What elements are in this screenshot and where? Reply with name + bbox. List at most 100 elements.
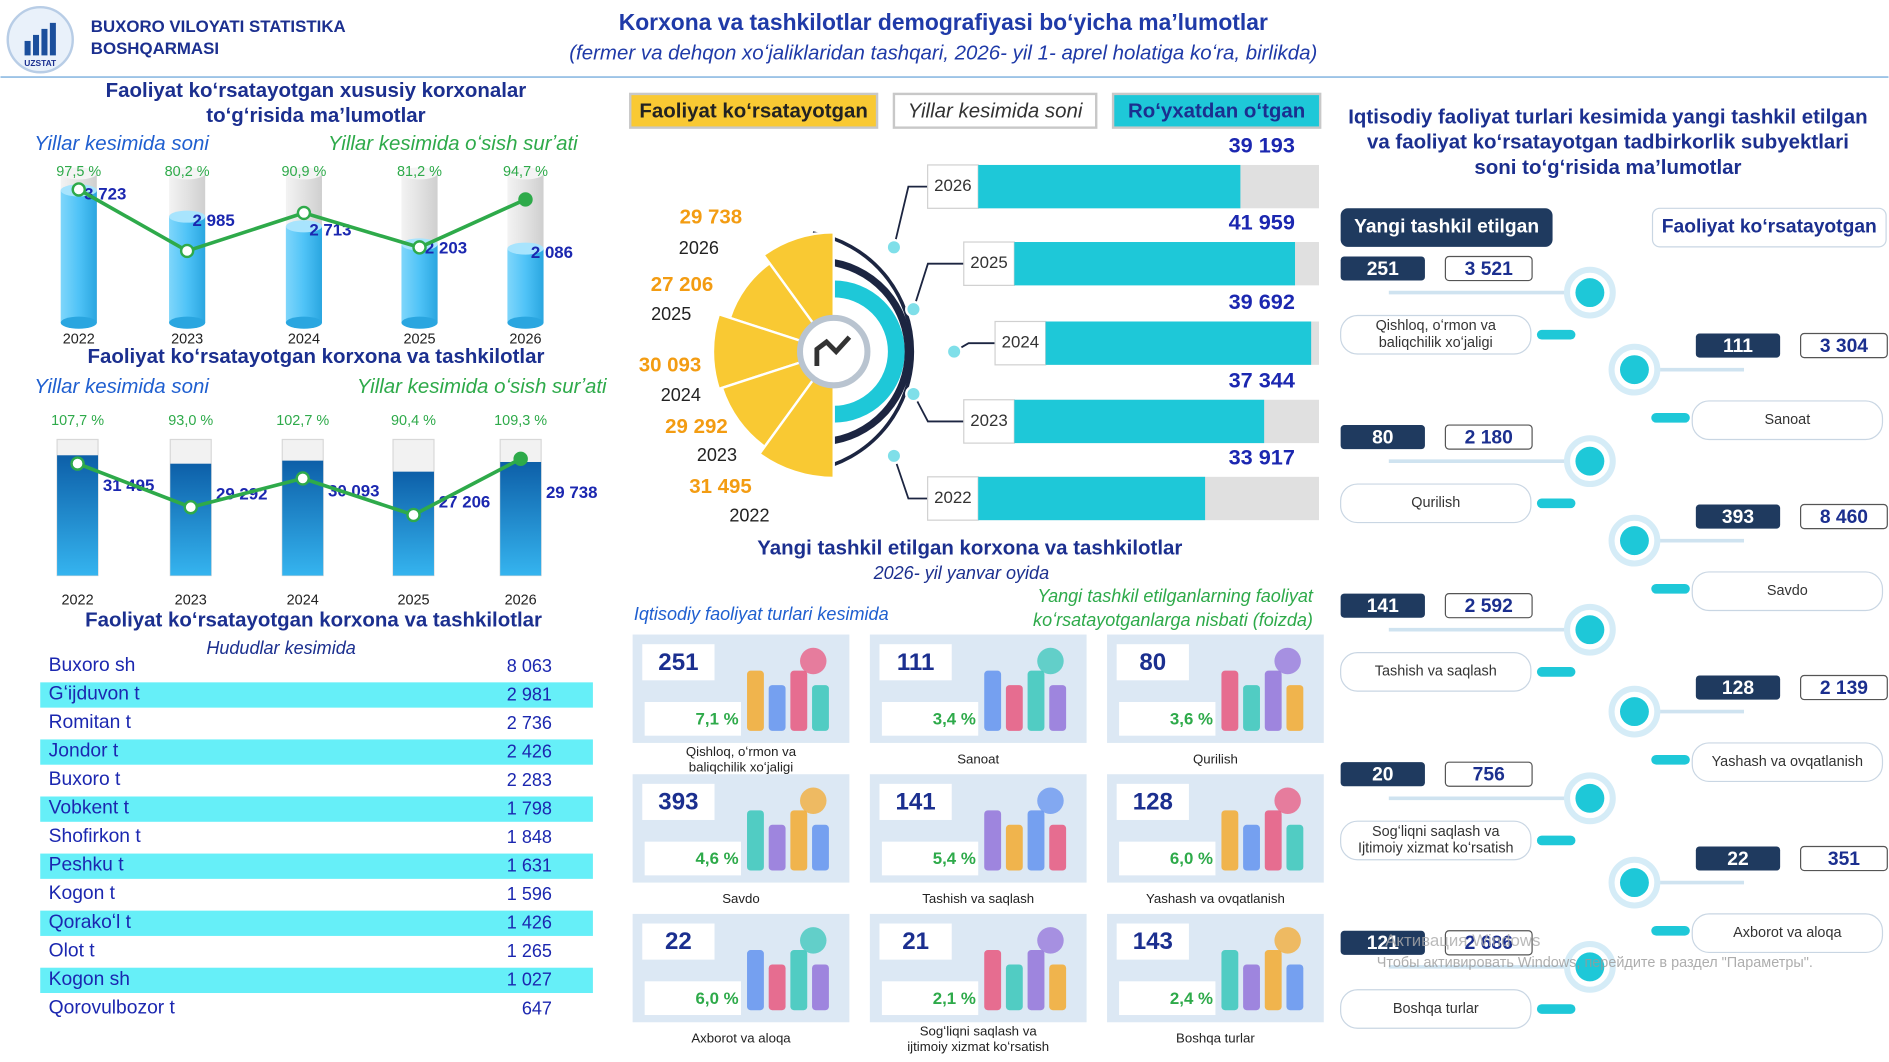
card-illustration [1243, 964, 1260, 1011]
active-pill [1800, 332, 1888, 359]
card-illustration [747, 950, 764, 1011]
bar [978, 164, 1241, 209]
accent-pill [1536, 498, 1576, 509]
ring-dot [885, 238, 903, 256]
icon [1619, 868, 1649, 898]
new-value: 22 [1727, 849, 1748, 870]
growth-label: 97,5 % [56, 164, 101, 180]
card-share: 4,6 % [696, 849, 739, 868]
active-pill [1800, 674, 1888, 701]
chart-title: toʻgʻrisida maʼlumotlar [206, 104, 425, 127]
value-label: 31 495 [689, 475, 752, 498]
bar-cap [285, 220, 322, 233]
card-label: Axborot va aloqa [691, 1031, 791, 1046]
new-pill [1340, 762, 1425, 787]
logo-text: UZSTAT [24, 58, 57, 68]
item-label: Sanoat [1764, 412, 1810, 428]
value-label: 27 206 [439, 492, 491, 511]
card-illustration [1037, 927, 1064, 954]
icon [1575, 783, 1605, 813]
new-pill [1695, 846, 1781, 871]
y-tick-label: 2024 [1002, 333, 1039, 352]
chart-title: Faoliyat koʻrsatayotgan xususiy korxonal… [106, 79, 527, 102]
region-name: Shofirkon t [49, 826, 142, 847]
y-tick-label: 2022 [934, 488, 971, 507]
accent-pill [1651, 754, 1690, 765]
value-box [642, 644, 715, 681]
card-illustration [1027, 670, 1045, 731]
category-label: 2025 [651, 304, 691, 324]
label-box [1340, 314, 1532, 355]
bar-cap [507, 167, 544, 180]
new-pill [1340, 593, 1425, 618]
card-illustration [1005, 964, 1023, 1011]
growth-point [71, 182, 86, 197]
growth-point [412, 240, 427, 255]
icon [1575, 446, 1605, 476]
bar-cap [507, 242, 544, 255]
card-value: 22 [665, 928, 692, 955]
x-tick-label: 2022 [61, 593, 93, 609]
card-value: 128 [1133, 788, 1173, 815]
value-label: 39 193 [1229, 133, 1295, 158]
logo-bar [49, 22, 56, 56]
section-title: Yangi tashkil etilgan korxona va tashkil… [757, 536, 1182, 559]
growth-label: 102,7 % [276, 413, 329, 429]
card-share: 3,4 % [933, 709, 976, 728]
pie-wedge [711, 312, 838, 391]
new-value: 393 [1722, 507, 1754, 528]
value-box [1116, 783, 1189, 820]
region-name: Buxoro sh [49, 655, 136, 676]
card-label: Savdo [722, 891, 760, 906]
bar-cap [285, 316, 322, 329]
card-illustration [800, 647, 827, 675]
card-value: 111 [897, 649, 935, 676]
item-label: Savdo [1767, 583, 1808, 599]
card-value: 251 [658, 649, 698, 676]
org-name: BOSHQARMASI [91, 39, 219, 58]
new-pill [1695, 504, 1781, 529]
bar-cap [401, 167, 438, 180]
card-label: Qishloq, oʻrmon va [686, 744, 797, 759]
bar-cap [60, 316, 97, 329]
panel-title: va faoliyat koʻrsatayotgan tadbirkorlik … [1367, 131, 1849, 154]
card-illustration [790, 670, 808, 731]
card-label: Tashish va saqlash [922, 891, 1034, 906]
item-label: Tashish va saqlash [1375, 664, 1497, 680]
card-illustration [1243, 685, 1260, 731]
item-label: Qishloq, oʻrmon va [1376, 318, 1497, 334]
card-share: 3,6 % [1170, 709, 1213, 728]
card-illustration [1286, 824, 1304, 871]
card-illustration [1274, 927, 1301, 954]
year-box [927, 476, 979, 521]
value-label: 30 093 [328, 481, 380, 500]
card-illustration [1274, 647, 1301, 675]
bar [169, 216, 206, 323]
chart-title: Faoliyat koʻrsatayotgan korxona va tashk… [87, 345, 544, 368]
region-value: 2 426 [507, 741, 552, 761]
label-box [1340, 989, 1532, 1029]
category-label: 2022 [729, 505, 769, 525]
ring-dot [905, 300, 922, 318]
growth-point [513, 451, 528, 467]
region-name: Gʻijduvon t [49, 683, 141, 704]
bar [285, 226, 322, 323]
label-box [1340, 820, 1532, 861]
region-name: Buxoro t [49, 769, 121, 790]
growth-label: 107,7 % [51, 413, 104, 429]
value-label: 2 086 [531, 243, 573, 262]
card-illustration [790, 950, 808, 1011]
card-label: Boshqa turlar [1176, 1031, 1255, 1046]
bar-cap [60, 167, 97, 180]
active-value: 3 304 [1820, 336, 1868, 357]
value-box [1116, 644, 1189, 681]
logo-bar [24, 40, 31, 56]
bar [978, 476, 1206, 521]
active-value: 756 [1473, 765, 1505, 786]
logo-bar [41, 28, 48, 56]
legend-label: Yillar kesimida oʻsish surʼati [328, 132, 578, 155]
item-label: Yashash va ovqatlanish [1712, 754, 1863, 770]
card-illustration [768, 964, 786, 1011]
